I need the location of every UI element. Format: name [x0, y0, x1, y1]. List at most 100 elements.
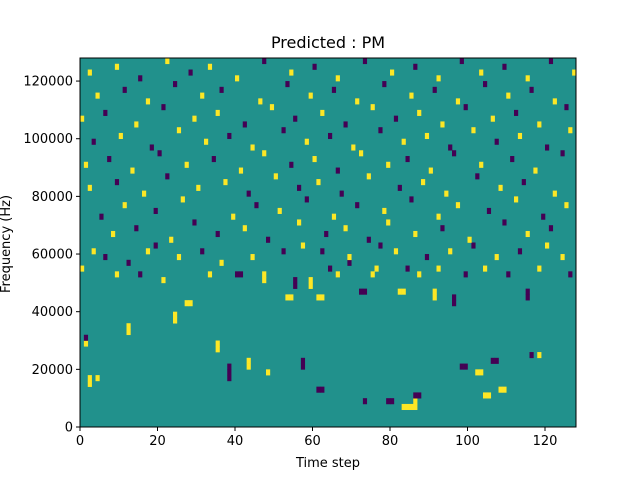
- heatmap-cell: [331, 86, 337, 93]
- heatmap-cell: [432, 288, 437, 295]
- heatmap-cell: [560, 254, 565, 261]
- heatmap-cell: [401, 288, 406, 295]
- heatmap-cell: [517, 132, 523, 140]
- heatmap-cell: [502, 386, 507, 393]
- heatmap-cell: [173, 311, 178, 318]
- heatmap-cell: [118, 132, 123, 140]
- heatmap-cell: [145, 248, 151, 255]
- heatmap-cell: [486, 207, 492, 214]
- heatmap-cell: [568, 127, 573, 134]
- heatmap-cell: [335, 75, 340, 82]
- heatmap-cell: [440, 121, 445, 128]
- heatmap-cell: [324, 230, 329, 238]
- heatmap-cell: [545, 144, 550, 151]
- heatmap-cell: [498, 184, 503, 191]
- heatmap-cell: [517, 248, 523, 255]
- heatmap-cell: [409, 196, 414, 203]
- heatmap-cell: [401, 403, 406, 411]
- heatmap-cell: [262, 277, 267, 284]
- heatmap-cell: [514, 196, 519, 203]
- heatmap-cell: [173, 317, 178, 324]
- heatmap-cell: [266, 369, 271, 376]
- heatmap-cell: [300, 357, 306, 364]
- heatmap-cell: [200, 248, 205, 255]
- heatmap-cell: [173, 81, 178, 88]
- heatmap-cell: [219, 259, 224, 266]
- heatmap-cell: [289, 69, 294, 76]
- heatmap-cell: [382, 81, 387, 88]
- heatmap-cell: [359, 150, 364, 157]
- heatmap-cell: [475, 369, 480, 376]
- heatmap-cell: [312, 156, 317, 163]
- heatmap-cell: [149, 144, 154, 151]
- heatmap-cell: [362, 398, 368, 405]
- x-axis: 0 20 40 60 80 100 120: [76, 427, 557, 449]
- heatmap-cell: [176, 127, 182, 134]
- heatmap-cell: [83, 334, 89, 341]
- heatmap-cell: [258, 98, 263, 105]
- heatmap-cell: [316, 294, 321, 301]
- heatmap-cell: [432, 294, 437, 301]
- heatmap-cell: [413, 398, 418, 405]
- heatmap-cell: [207, 271, 213, 278]
- heatmap-cell: [126, 328, 131, 336]
- heatmap-cell: [548, 58, 554, 65]
- heatmap-cell: [316, 179, 321, 186]
- y-tick-label: 60000: [32, 248, 73, 263]
- heatmap-cell: [91, 248, 96, 255]
- heatmap-cell: [452, 294, 457, 301]
- heatmap-cell: [514, 109, 519, 116]
- heatmap-cell: [320, 248, 325, 255]
- heatmap-cell: [103, 254, 108, 261]
- heatmap-cell: [207, 63, 213, 70]
- heatmap-cell: [436, 75, 441, 82]
- heatmap-cell: [506, 271, 511, 278]
- heatmap-cell: [83, 161, 89, 168]
- heatmap-cell: [475, 173, 480, 180]
- heatmap-cell: [490, 115, 495, 122]
- heatmap-cell: [529, 86, 534, 93]
- heatmap-cell: [219, 86, 224, 93]
- heatmap-cell: [413, 230, 418, 238]
- heatmap-cell: [564, 202, 569, 209]
- heatmap-cell: [242, 121, 247, 128]
- heatmap-cell: [246, 190, 251, 197]
- heatmap-cell: [238, 167, 244, 174]
- heatmap-cell: [83, 340, 89, 347]
- y-axis-label: Frequency (Hz): [0, 195, 14, 293]
- heatmap-cell: [142, 190, 147, 197]
- heatmap-cell: [238, 271, 244, 278]
- heatmap-cell: [204, 138, 209, 145]
- heatmap-cell: [95, 375, 100, 382]
- heatmap-cell: [397, 184, 402, 191]
- heatmap-cell: [328, 265, 333, 272]
- heatmap-cell: [285, 81, 290, 88]
- heatmap-cell: [401, 138, 406, 145]
- heatmap-cell: [362, 288, 368, 295]
- heatmap-cell: [347, 259, 352, 266]
- heatmap-cell: [390, 69, 395, 76]
- heatmap-cell: [343, 225, 348, 232]
- heatmap-cell: [459, 58, 464, 65]
- heatmap-cell: [250, 144, 255, 151]
- heatmap-cell: [114, 179, 120, 186]
- heatmap-cell: [568, 271, 573, 278]
- heatmap-cell: [370, 104, 375, 111]
- heatmap-cell: [502, 63, 507, 70]
- heatmap-cell: [459, 363, 464, 370]
- heatmap-cell: [99, 213, 104, 220]
- heatmap-cell: [548, 225, 554, 232]
- heatmap-cell: [87, 184, 92, 191]
- heatmap-cell: [300, 242, 306, 249]
- heatmap-cell: [444, 190, 449, 197]
- heatmap-cell: [80, 265, 85, 272]
- heatmap-cell: [525, 230, 530, 238]
- heatmap-cell: [328, 132, 333, 140]
- heatmap-cell: [87, 380, 92, 387]
- heatmap-cell: [231, 213, 236, 220]
- heatmap-cell: [138, 75, 143, 82]
- heatmap-cell: [184, 161, 189, 168]
- heatmap-cell: [269, 104, 275, 111]
- heatmap-cell: [494, 138, 499, 145]
